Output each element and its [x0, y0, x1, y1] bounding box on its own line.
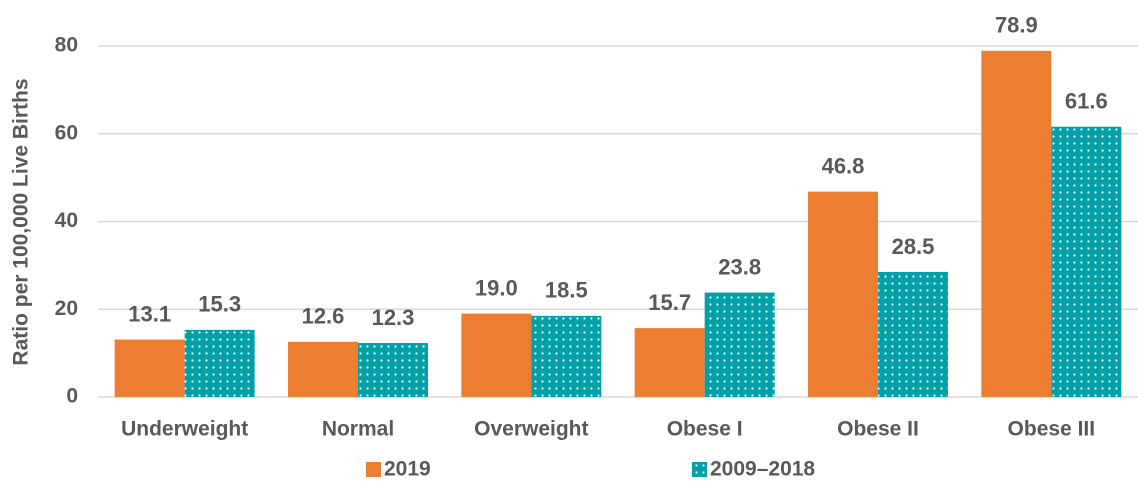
- y-tick-label: 60: [55, 121, 78, 144]
- legend-swatch: [692, 462, 707, 477]
- x-tick-label: Normal: [322, 418, 394, 441]
- bar: [114, 339, 185, 397]
- x-tick-label: Obese I: [667, 418, 743, 441]
- bar: [358, 343, 428, 397]
- value-label: 13.1: [128, 301, 171, 326]
- value-label: 46.8: [822, 153, 865, 178]
- value-label: 18.5: [545, 278, 588, 303]
- value-label: 28.5: [892, 234, 935, 259]
- bar: [1051, 126, 1122, 397]
- legend-swatch: [366, 462, 381, 477]
- value-label: 12.3: [372, 305, 415, 330]
- x-tick-label: Obese II: [837, 418, 919, 441]
- value-label: 78.9: [995, 13, 1038, 38]
- y-tick-label: 20: [55, 297, 78, 320]
- value-label: 15.7: [648, 290, 691, 315]
- bar: [704, 292, 775, 397]
- value-label: 12.6: [302, 304, 345, 329]
- bar: [531, 315, 602, 397]
- legend-label: 2009–2018: [710, 458, 815, 481]
- y-tick-label: 80: [55, 34, 78, 57]
- bar: [981, 50, 1052, 398]
- value-label: 61.6: [1065, 89, 1108, 114]
- bar: [184, 329, 255, 397]
- bar: [808, 191, 878, 397]
- y-axis-label: Ratio per 100,000 Live Births: [10, 78, 33, 365]
- legend-label: 2019: [384, 458, 431, 481]
- y-tick-label: 0: [66, 385, 78, 408]
- x-tick-label: Overweight: [474, 418, 588, 441]
- x-tick-label: Obese III: [1008, 418, 1096, 441]
- bar: [878, 271, 948, 397]
- x-tick-label: Underweight: [121, 418, 248, 441]
- bar: [634, 328, 705, 397]
- bar: [288, 341, 358, 397]
- value-label: 15.3: [198, 292, 241, 317]
- value-label: 19.0: [475, 275, 518, 300]
- value-label: 23.8: [718, 254, 761, 279]
- y-tick-label: 40: [55, 209, 78, 232]
- bar: [461, 313, 532, 397]
